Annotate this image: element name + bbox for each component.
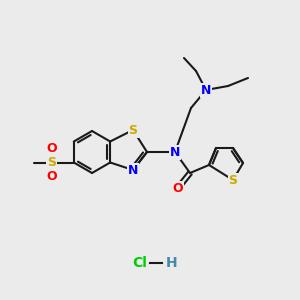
Text: O: O [46,142,57,155]
Text: N: N [128,164,138,176]
Text: H: H [166,256,178,270]
Text: N: N [170,146,180,158]
Text: N: N [201,83,211,97]
Text: S: S [47,156,56,169]
Text: S: S [229,173,238,187]
Text: O: O [173,182,183,194]
Text: Cl: Cl [133,256,147,270]
Text: S: S [128,124,137,136]
Text: O: O [46,170,57,183]
